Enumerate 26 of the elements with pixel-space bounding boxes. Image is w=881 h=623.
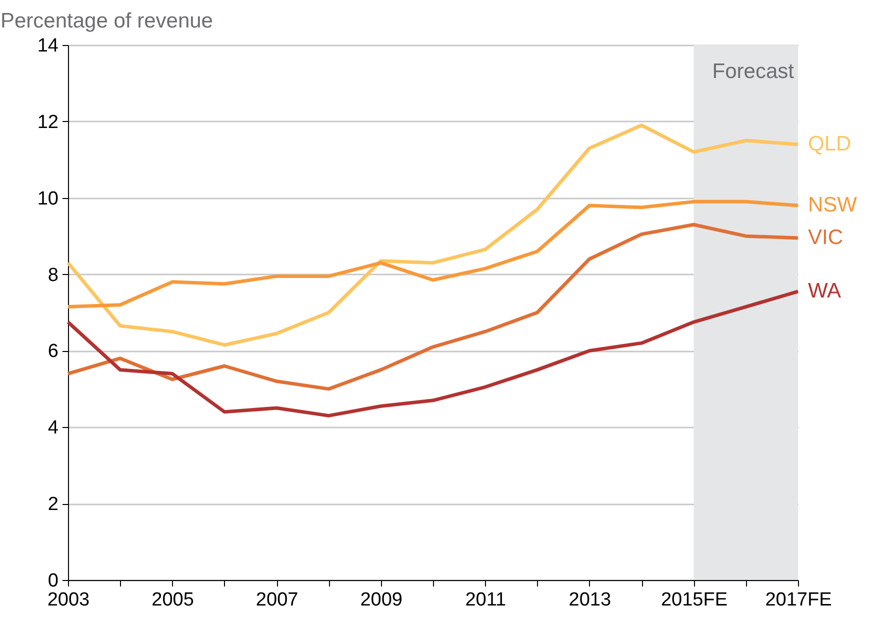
series-label: WA: [808, 279, 842, 302]
y-tick-label: 2: [48, 494, 58, 516]
y-tick-label: 14: [37, 36, 59, 56]
x-tick-label: 2017FE: [765, 590, 832, 610]
y-tick-label: 6: [48, 341, 58, 362]
x-tick-label: 2011: [465, 590, 506, 610]
x-tick-label: 2003: [47, 590, 90, 610]
series-label: QLD: [808, 132, 852, 156]
line-series: [66, 200, 800, 309]
x-tick-label: 2007: [256, 590, 298, 610]
line-series: [66, 222, 800, 391]
y-tick-label: 4: [48, 418, 59, 439]
y-tick-label: 10: [37, 188, 58, 210]
x-tick-label: 2009: [360, 590, 402, 610]
y-axis-title: Percentage of revenue: [0, 10, 213, 32]
x-tick-label: 2015FE: [660, 590, 728, 610]
y-tick-label: 0: [48, 570, 58, 592]
y-tick-label: 12: [37, 112, 58, 133]
series-label: NSW: [808, 194, 858, 216]
line-series: [66, 124, 800, 347]
y-tick-label: 8: [48, 264, 58, 286]
x-tick-label: 2005: [152, 590, 194, 610]
x-tick-label: 2013: [568, 590, 612, 610]
series-label: VIC: [808, 226, 844, 249]
band-label: Forecast: [712, 60, 794, 83]
line-series: [66, 290, 800, 418]
